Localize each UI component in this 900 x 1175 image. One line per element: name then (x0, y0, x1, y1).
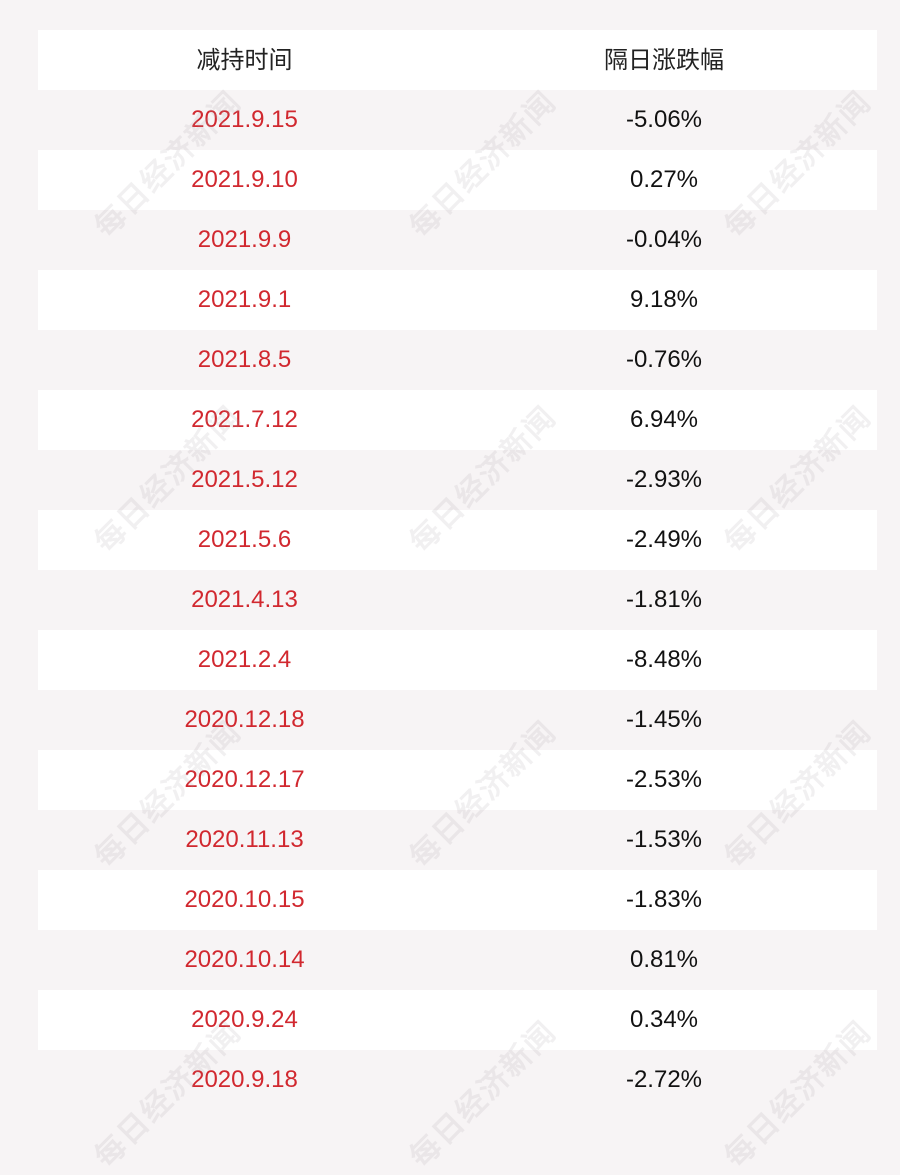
date-cell: 2020.9.24 (191, 1006, 298, 1033)
date-cell: 2021.7.12 (191, 406, 298, 433)
table-row: 2021.7.12 6.94% (38, 390, 877, 450)
change-cell: 6.94% (629, 406, 699, 433)
table-row: 2021.8.5 -0.76% (38, 330, 877, 390)
change-cell: -8.48% (625, 646, 703, 673)
table-row: 2021.5.6 -2.49% (38, 510, 877, 570)
change-cell: 0.34% (629, 1006, 699, 1033)
change-cell: 0.81% (629, 946, 699, 973)
date-cell: 2021.9.1 (197, 286, 292, 313)
date-cell: 2021.8.5 (197, 346, 292, 373)
table-row: 2021.9.9 -0.04% (38, 210, 877, 270)
change-cell: -2.49% (625, 526, 703, 553)
table-row: 2020.10.15 -1.83% (38, 870, 877, 930)
date-cell: 2021.9.10 (191, 166, 298, 193)
date-cell: 2020.11.13 (185, 826, 304, 853)
table-row: 2021.9.1 9.18% (38, 270, 877, 330)
date-cell: 2021.5.6 (197, 526, 292, 553)
date-cell: 2020.10.15 (184, 886, 305, 913)
date-cell: 2021.4.13 (191, 586, 298, 613)
table-row: 2020.9.18 -2.72% (38, 1050, 877, 1110)
date-cell: 2021.5.12 (191, 466, 298, 493)
date-cell: 2021.2.4 (197, 646, 292, 673)
change-cell: -5.06% (625, 106, 703, 133)
table-row: 2020.11.13 -1.53% (38, 810, 877, 870)
change-cell: -2.53% (625, 766, 703, 793)
table-row: 2021.9.15 -5.06% (38, 90, 877, 150)
date-cell: 2021.9.15 (191, 106, 298, 133)
table-row: 2021.2.4 -8.48% (38, 630, 877, 690)
date-cell: 2020.9.18 (191, 1066, 298, 1093)
change-cell: 9.18% (629, 286, 699, 313)
table-row: 2020.10.14 0.81% (38, 930, 877, 990)
change-cell: -2.72% (625, 1066, 703, 1093)
change-cell: -1.53% (625, 826, 703, 853)
change-cell: 0.27% (629, 166, 699, 193)
table-row: 2021.9.10 0.27% (38, 150, 877, 210)
change-cell: -0.04% (625, 226, 703, 253)
table-row: 2020.9.24 0.34% (38, 990, 877, 1050)
table-row: 2021.5.12 -2.93% (38, 450, 877, 510)
date-cell: 2020.10.14 (184, 946, 305, 973)
date-cell: 2020.12.17 (184, 766, 305, 793)
table-row: 2021.4.13 -1.81% (38, 570, 877, 630)
change-cell: -2.93% (625, 466, 703, 493)
change-cell: -1.81% (625, 586, 703, 613)
header-date: 减持时间 (196, 46, 293, 74)
header-change: 隔日涨跌幅 (604, 46, 724, 74)
date-cell: 2020.12.18 (184, 706, 305, 733)
table-header-row: 减持时间 隔日涨跌幅 (38, 30, 877, 90)
change-cell: -1.45% (625, 706, 703, 733)
date-cell: 2021.9.9 (197, 226, 292, 253)
table-row: 2020.12.18 -1.45% (38, 690, 877, 750)
change-cell: -1.83% (625, 886, 703, 913)
table-row: 2020.12.17 -2.53% (38, 750, 877, 810)
data-table: 减持时间 隔日涨跌幅 2021.9.15 -5.06% 2021.9.10 0.… (38, 30, 877, 1110)
change-cell: -0.76% (625, 346, 703, 373)
